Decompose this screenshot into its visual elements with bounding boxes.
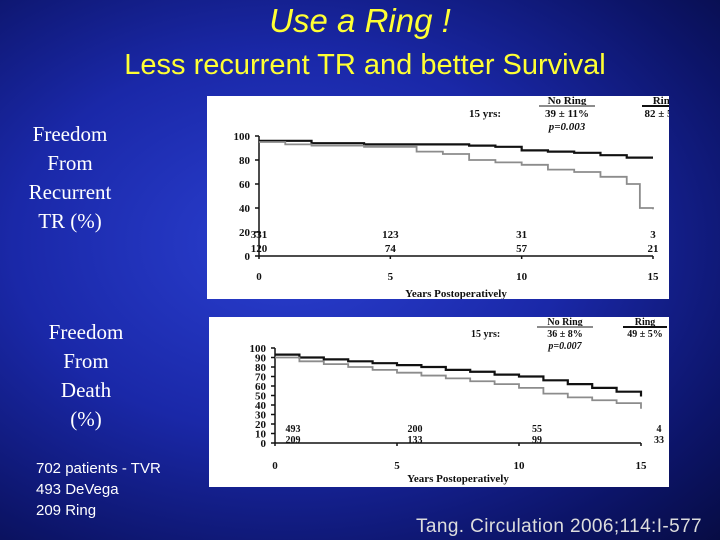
y-tick-label: 40 [255,400,267,412]
at-risk-count: 331 [251,229,268,241]
y-tick-label: 90 [255,353,267,365]
ylabel-line: TR (%) [38,209,102,233]
legend-pvalue: p=0.007 [547,341,582,352]
y-tick-label: 30 [255,410,267,422]
y-tick-label: 60 [239,179,251,191]
slide-subtitle: Less recurrent TR and better Survival [124,49,606,81]
y-tick-label: 0 [261,438,267,450]
y-tick-label: 0 [245,251,251,263]
death-ylabel: Freedom From Death (%) [30,318,142,434]
recurrent-tr-chart: No Ring Ring 15 yrs: 39 ± 11% 82 ± 5% p=0.003… [234,96,669,299]
at-risk-count: 133 [408,435,423,446]
note-line: 209 Ring [36,502,97,519]
y-tick-label: 20 [255,419,267,431]
at-risk-count: 33 [654,435,664,446]
at-risk-count: 55 [532,424,542,435]
survival-chart: No Ring Ring 15 yrs: 36 ± 8% 49 ± 5% p=0.007 0… [250,317,667,485]
at-risk-count: 120 [251,243,268,255]
y-tick-label: 80 [255,362,267,374]
curve-no-ring [275,356,642,409]
y-tick-label: 50 [255,391,267,403]
legend-label-no-ring: No Ring [547,317,582,328]
legend-label-no-ring: No Ring [548,96,587,107]
curve-no-ring [259,141,654,210]
survival-chart-panel: No Ring Ring 15 yrs: 36 ± 8% 49 ± 5% p=0.007 0… [209,317,669,487]
at-risk-count: 200 [408,424,423,435]
curve-ring [259,139,653,159]
ylabel-line: From [63,349,109,373]
citation: Tang. Circulation 2006;114:I-577 [416,516,703,537]
at-risk-count: 123 [382,229,399,241]
y-tick-label: 80 [239,155,251,167]
legend-header: 15 yrs: [471,329,500,340]
legend-label-ring: Ring [635,317,656,328]
x-tick-label: 5 [388,271,394,283]
ylabel-line: From [47,151,93,175]
ylabel-line: Freedom [48,320,124,344]
x-axis-label: Years Postoperatively [405,288,507,299]
slide-title: Use a Ring ! [269,2,451,39]
legend-value-no-ring: 36 ± 8% [547,329,583,340]
at-risk-count: 99 [532,435,542,446]
legend-label-ring: Ring [653,96,669,107]
x-tick-label: 15 [636,460,648,472]
at-risk-count: 31 [516,229,527,241]
x-tick-label: 0 [256,271,262,283]
y-tick-label: 70 [255,372,267,384]
recurrent-tr-ylabel: Freedom From Recurrent TR (%) [14,120,126,236]
x-tick-label: 5 [394,460,400,472]
legend-pvalue: p=0.003 [548,121,586,133]
y-tick-label: 60 [255,381,267,393]
at-risk-count: 4 [657,424,662,435]
ylabel-line: Freedom [32,122,108,146]
x-tick-label: 10 [516,271,528,283]
ylabel-line: Death [60,378,112,402]
ylabel-line: Recurrent [28,180,112,204]
x-tick-label: 0 [272,460,278,472]
y-tick-label: 100 [250,343,267,355]
legend-value-no-ring: 39 ± 11% [545,108,589,120]
curve-ring [275,353,643,397]
x-tick-label: 15 [648,271,660,283]
note-line: 493 DeVega [36,481,119,498]
at-risk-count: 493 [286,424,301,435]
ylabel-line: (%) [70,407,102,431]
at-risk-count: 209 [286,435,301,446]
at-risk-count: 3 [650,229,656,241]
x-axis-label: Years Postoperatively [407,473,509,485]
at-risk-count: 57 [516,243,528,255]
note-line: 702 patients - TVR [36,460,161,477]
at-risk-count: 21 [648,243,659,255]
y-tick-label: 100 [234,131,251,143]
patients-note: 702 patients - TVR 493 DeVega 209 Ring [36,458,161,521]
legend-header: 15 yrs: [469,108,501,120]
y-tick-label: 40 [239,203,251,215]
legend-value-ring: 49 ± 5% [627,329,663,340]
y-tick-label: 20 [239,227,251,239]
recurrent-tr-chart-panel: No Ring Ring 15 yrs: 39 ± 11% 82 ± 5% p=0.003… [207,96,669,299]
y-tick-label: 10 [255,429,267,441]
at-risk-count: 74 [385,243,397,255]
legend-value-ring: 82 ± 5% [644,108,669,120]
x-tick-label: 10 [514,460,526,472]
